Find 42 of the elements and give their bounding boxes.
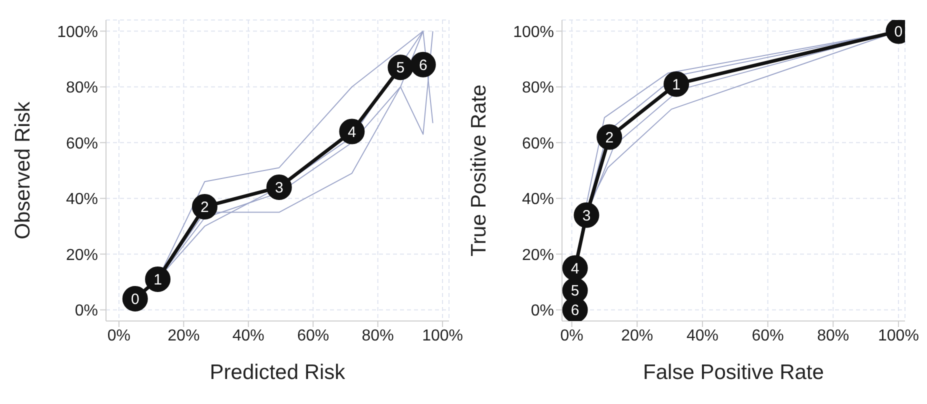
annotation: 4 [348,124,356,141]
annotation: 5 [570,282,580,300]
y-tick-label: 100% [57,24,98,41]
y-axis-title: True Positive Rate [467,84,490,256]
annotation: 4 [570,260,580,278]
annotation: 5 [396,60,405,77]
y-tick-label: 100% [513,24,554,41]
y-tick-label: 40% [522,191,554,208]
x-tick-label: 100% [422,327,463,344]
y-tick-label: 0% [74,302,98,320]
annotation: 2 [605,129,614,146]
y-tick-label: 20% [522,246,554,264]
x-axis-title: False Positive Rate [643,361,824,384]
x-tick-label: 100% [878,327,919,344]
annotation: 6 [418,56,428,74]
y-tick-label: 40% [66,191,98,208]
annotation: 2 [200,199,209,216]
y-tick-label: 20% [66,246,98,264]
x-tick-label: 60% [297,327,330,344]
x-tick-label: 0% [107,327,131,344]
annotation: 1 [154,272,162,289]
annotation: 1 [672,76,681,94]
annotation: 0 [894,23,903,40]
y-tick-label: 60% [66,135,98,152]
y-tick-label: 80% [522,80,554,97]
y-tick-label: 60% [522,135,554,152]
x-tick-label: 40% [686,327,718,344]
x-tick-label: 80% [817,327,850,344]
x-tick-label: 0% [560,327,584,344]
x-tick-label: 60% [752,327,784,344]
y-axis-title: Observed Risk [11,101,34,240]
y-tick-label: 0% [530,302,554,320]
annotation: 3 [582,207,591,224]
x-tick-label: 20% [168,327,200,344]
y-tick-label: 80% [66,80,98,97]
x-axis-title: Predicted Risk [210,361,346,384]
annotation: 3 [274,180,284,197]
annotation: 6 [570,302,580,320]
x-tick-label: 40% [232,327,264,344]
annotation: 0 [130,291,140,308]
x-tick-label: 20% [621,327,654,344]
x-tick-label: 80% [362,327,394,344]
